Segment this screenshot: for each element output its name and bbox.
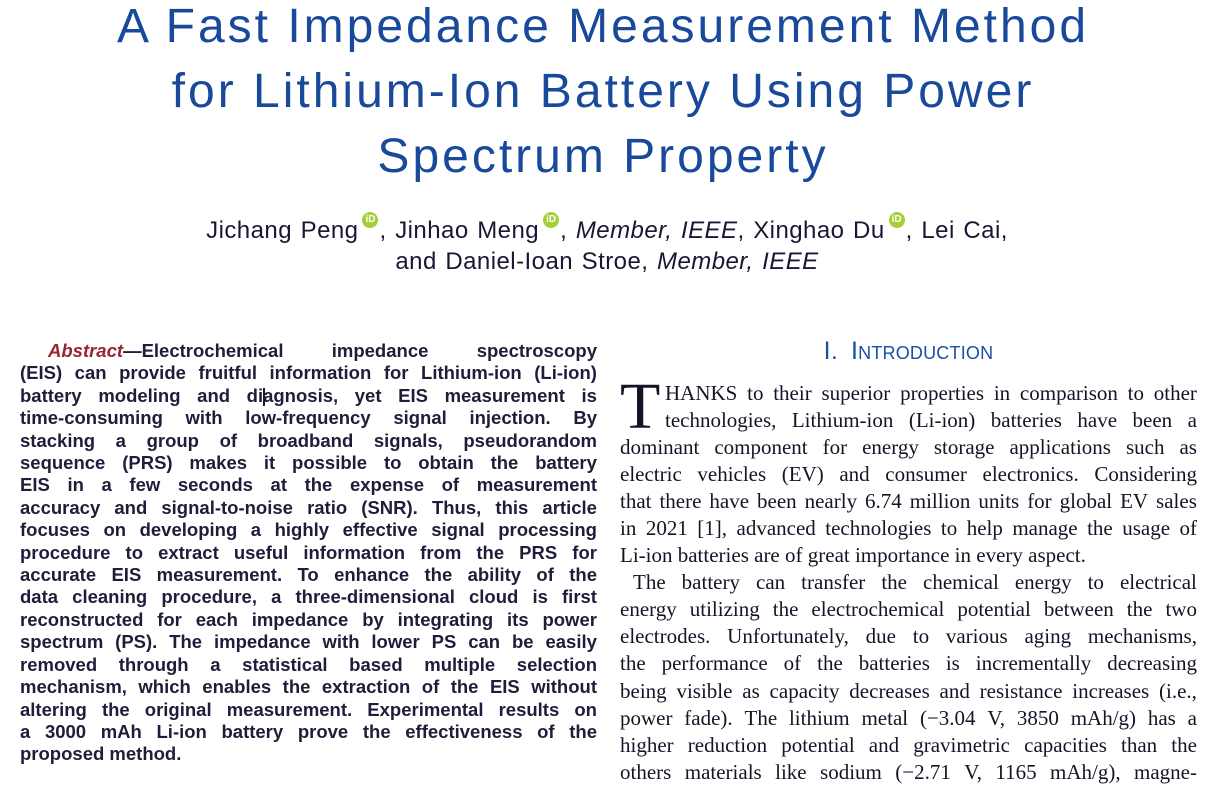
orcid-icon: iD [362,212,379,228]
author-text: , Xinghao Du [737,217,885,244]
section-heading: I. Introduction [620,336,1197,366]
author-text: , Lei Cai, [905,217,1008,244]
text-cursor [263,388,265,406]
abstract-line: reconstructed for each impedance by integrati… [20,608,597,630]
abstract-label: Abstract [48,340,124,361]
abstract-line: accuracy and signal-to-noise ratio (SNR). Thu… [20,496,597,518]
body-line: the performance of the batteries is incrementa… [620,651,1197,676]
abstract-line: removed through a statistical based multiple s… [20,653,597,675]
introduction-section: I. Introduction T HANKS to their superior prop… [620,336,1197,786]
body-line: electric vehicles (EV) and consumer electroni… [620,462,1197,487]
title-line: for Lithium-Ion Battery Using Power [171,65,1035,118]
abstract-line: data cleaning procedure, a three-dimensional… [20,586,597,608]
body-line: that there have been nearly 6.74 million units f… [620,489,1197,514]
abstract-line: a 3000 mAh Li-ion battery prove the effectivene… [20,720,597,742]
author-text: , [560,217,576,244]
abstract-line: sequence (PRS) makes it possible to obtain the b… [20,452,597,474]
abstract-line: spectrum (PS). The impedance with lower PS can b… [20,631,597,653]
abstract-line: focuses on developing a highly effective signa… [20,519,597,541]
orcid-icon: iD [888,212,905,228]
orcid-icon: iD [543,212,560,228]
abstract-line: mechanism, which enables the extraction of the… [20,676,597,698]
abstract-line: accurate EIS measurement. To enhance the abili… [20,564,597,586]
body-line: higher reduction potential and gravimetric ca… [620,732,1197,757]
paragraph: T HANKS to their superior properties in compari… [620,374,1197,569]
author-text: Member, IEEE [657,248,819,275]
body-line: being visible as capacity decreases and resist… [620,678,1197,703]
body-line: HANKS to their superior properties in comparis… [665,381,1197,405]
abstract-first-line: Abstract—Electrochemical impedance spectro… [48,340,597,361]
paragraph: The battery can transfer the chemical energy to… [620,569,1197,785]
body-line: electrodes. Unfortunately, due to various agi… [620,624,1197,649]
abstract-line: battery modeling and diagnosis, yet EIS measur… [20,384,597,406]
author-text: and Daniel-Ioan Stroe, [395,248,658,275]
author-text: Jichang Peng [206,217,359,244]
title-line: A Fast Impedance Measurement Method [116,0,1090,53]
drop-cap: T [620,370,661,443]
abstract-line: stacking a group of broadband signals, pseudor… [20,429,597,451]
body-line: technologies, Lithium-ion (Li-ion) batterie… [665,408,1197,433]
body-line: others materials like sodium (−2.71 V, 1165 mAh… [620,759,1197,784]
body-line: power fade). The lithium metal (−3.04 V, 3850 mA… [620,705,1197,730]
heading-text: Introduction [850,337,994,365]
author-text: Member, IEEE [575,217,738,244]
author-line: and Daniel-Ioan Stroe, Member, IEEE [0,246,1214,277]
abstract-line: (EIS) can provide fruitful information for Lit… [20,362,597,384]
abstract-last-line: proposed method. [20,743,182,765]
body-line: The battery can transfer the chemical energy to… [633,570,1197,595]
abstract-line: procedure to extract useful information from t… [20,541,597,563]
abstract-section: Abstract—Electrochemical impedance spectro… [20,340,597,766]
author-text: , Jinhao Meng [379,217,540,244]
body-line: energy utilizing the electrochemical potenti… [620,597,1197,622]
paper-title: A Fast Impedance Measurement Method for L… [0,0,1210,189]
author-line: Jichang Peng iD, Jinhao Meng iD, Member, I… [0,212,1214,246]
body-line: in 2021 [1], advanced technologies to help mana… [620,516,1197,541]
abstract-line: EIS in a few seconds at the expense of measuremen… [20,474,597,496]
abstract-line: time-consuming with low-frequency signal inj… [20,407,597,429]
authors-block: Jichang Peng iD, Jinhao Meng iD, Member, I… [0,212,1214,277]
abstract-line: altering the original measurement. Experimen… [20,698,597,720]
body-line: dominant component for energy storage applica… [620,435,1197,460]
heading-number: I. [823,337,838,365]
title-line: Spectrum Property [377,130,829,183]
body-line: Li-ion batteries are of great importance… [620,543,1086,568]
